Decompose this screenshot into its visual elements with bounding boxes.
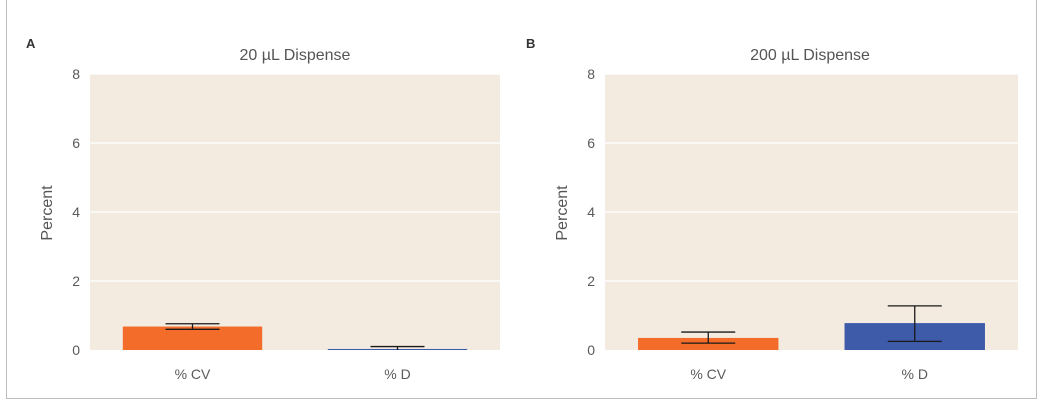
panel-a-bar-cv bbox=[122, 326, 263, 350]
panel-a-y-tick-label-0: 0 bbox=[72, 342, 80, 358]
panel-a-category-label-cv: % CV bbox=[175, 366, 211, 382]
panel-b-y-tick-label-6: 6 bbox=[587, 135, 595, 151]
panel-a-y-tick-label-4: 4 bbox=[72, 204, 80, 220]
panel-b-category-label-cv: % CV bbox=[690, 366, 726, 382]
panel-b-y-tick-label-0: 0 bbox=[587, 342, 595, 358]
panel-a-y-axis-label: Percent bbox=[39, 185, 56, 241]
panel-a-letter: A bbox=[26, 36, 36, 51]
chart-panel-b: B 200 µL Dispense Percent 0 2 4 6 8 % CV % D bbox=[526, 36, 1018, 382]
panel-a-plot-area: 0 2 4 6 8 % CV % D bbox=[72, 66, 500, 382]
panel-b-category-label-d: % D bbox=[902, 366, 928, 382]
panel-a-y-tick-label-6: 6 bbox=[72, 135, 80, 151]
panel-b-bar-cv bbox=[638, 337, 779, 350]
panel-b-plot-area: 0 2 4 6 8 % CV % D bbox=[587, 66, 1018, 382]
panel-a-y-tick-label-8: 8 bbox=[72, 66, 80, 82]
panel-b-title: 200 µL Dispense bbox=[750, 47, 870, 64]
panel-b-letter: B bbox=[526, 36, 535, 51]
panel-b-y-tick-label-2: 2 bbox=[587, 273, 595, 289]
panel-a-title: 20 µL Dispense bbox=[240, 47, 351, 64]
panel-a-y-tick-label-2: 2 bbox=[72, 273, 80, 289]
panel-b-y-tick-label-8: 8 bbox=[587, 66, 595, 82]
panel-a-category-label-d: % D bbox=[384, 366, 410, 382]
chart-panel-a: A 20 µL Dispense Percent 0 2 4 6 8 % CV % D bbox=[26, 36, 500, 382]
panel-b-y-tick-label-4: 4 bbox=[587, 204, 595, 220]
figure-frame bbox=[6, 0, 1037, 399]
panel-b-y-axis-label: Percent bbox=[554, 185, 571, 241]
